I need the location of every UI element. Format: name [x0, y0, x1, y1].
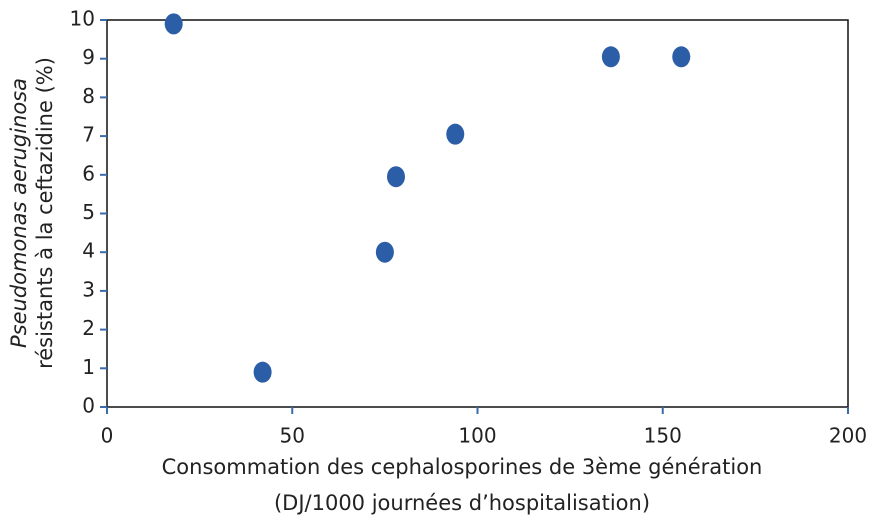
x-tick-label: 200	[829, 424, 867, 448]
y-tick-label: 0	[82, 394, 95, 418]
point	[446, 123, 465, 145]
y-axis-label: Pseudomonas aeruginosa	[7, 78, 31, 348]
y-tick-label: 9	[82, 45, 95, 69]
y-tick-label: 6	[82, 161, 95, 185]
point	[601, 46, 620, 68]
x-axis-label: (DJ/1000 journées d’hospitalisation)	[274, 491, 650, 515]
point	[375, 241, 394, 263]
y-tick-label: 1	[82, 355, 95, 379]
x-tick-label: 150	[644, 424, 682, 448]
point	[253, 361, 272, 383]
x-tick-label: 50	[280, 424, 305, 448]
y-axis-label: résistants à la ceftazidine (%)	[33, 57, 57, 369]
y-tick-label: 7	[82, 123, 95, 147]
y-tick-label: 5	[82, 200, 95, 224]
y-tick-label: 2	[82, 316, 95, 340]
x-tick-label: 100	[458, 424, 496, 448]
y-tick-label: 10	[70, 7, 95, 31]
y-tick-label: 8	[82, 84, 95, 108]
point	[164, 13, 183, 35]
point	[386, 166, 405, 188]
x-tick-label: 0	[101, 424, 114, 448]
y-tick-label: 4	[82, 239, 95, 263]
point	[672, 46, 691, 68]
x-axis-label: Consommation des cephalosporines de 3ème…	[162, 455, 763, 479]
plot-frame	[106, 19, 849, 408]
y-tick-label: 3	[82, 277, 95, 301]
